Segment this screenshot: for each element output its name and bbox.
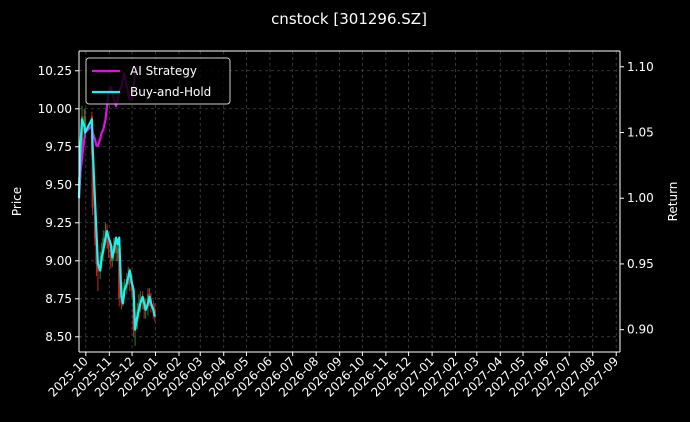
candle-body bbox=[93, 207, 96, 238]
y-left-tick-label: 10.00 bbox=[38, 102, 72, 116]
y-left-tick-label: 8.50 bbox=[45, 330, 72, 344]
y-right-tick-label: 1.10 bbox=[627, 60, 654, 74]
y-right-tick-label: 0.95 bbox=[627, 257, 654, 271]
candle-body bbox=[128, 275, 131, 284]
candle-body bbox=[84, 116, 87, 132]
candle bbox=[106, 224, 109, 249]
candle-body bbox=[109, 248, 112, 261]
y-left-tick-label: 9.25 bbox=[45, 216, 72, 230]
y-left-tick-label: 9.50 bbox=[45, 178, 72, 192]
candle-body bbox=[107, 242, 110, 249]
candle-body bbox=[106, 230, 109, 243]
series-line-buy-and-hold bbox=[77, 118, 156, 331]
y-left-tick-label: 10.25 bbox=[38, 64, 72, 78]
y-left-tick-label: 9.00 bbox=[45, 254, 72, 268]
legend-label: Buy-and-Hold bbox=[130, 85, 211, 99]
y-right-tick-label: 0.90 bbox=[627, 323, 654, 337]
y-right-tick-label: 1.05 bbox=[627, 125, 654, 139]
candle-body bbox=[116, 248, 119, 254]
y-left-tick-label: 9.75 bbox=[45, 140, 72, 154]
candle-body bbox=[96, 263, 99, 272]
candle-body bbox=[118, 248, 121, 299]
y-axis-right-label: Return bbox=[666, 182, 680, 222]
y-axis-left-label: Price bbox=[10, 187, 24, 216]
legend-label: AI Strategy bbox=[130, 64, 197, 78]
y-right-tick-label: 1.00 bbox=[627, 191, 654, 205]
legend-box bbox=[85, 57, 231, 105]
candle-body bbox=[115, 245, 118, 254]
y-left-tick-label: 8.75 bbox=[45, 292, 72, 306]
candle-body bbox=[91, 154, 94, 208]
legend: AI Strategy Buy-and-Hold bbox=[85, 57, 231, 105]
chart-title: cnstock [301296.SZ] bbox=[271, 10, 427, 28]
